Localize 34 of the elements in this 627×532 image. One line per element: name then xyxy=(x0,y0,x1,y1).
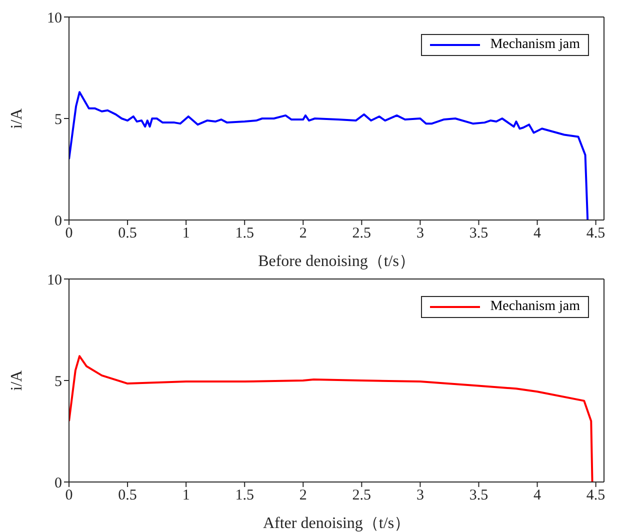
x-tick-label: 2.5 xyxy=(352,488,372,504)
y-tick-label: 0 xyxy=(54,475,62,492)
x-tick-label: 0 xyxy=(65,226,73,242)
x-tick-label: 3 xyxy=(416,488,424,504)
line-series xyxy=(69,91,589,220)
x-tick-label: 0 xyxy=(65,488,73,504)
x-axis-title: Before denoising（t/s） xyxy=(258,253,415,270)
y-tick-label: 5 xyxy=(54,112,62,128)
x-tick-label: 1 xyxy=(182,226,190,242)
x-tick-label: 2 xyxy=(299,488,307,504)
x-tick-label: 4.5 xyxy=(586,488,606,504)
x-tick-label: 1.5 xyxy=(235,488,254,504)
legend-label: Mechanism jam xyxy=(490,299,580,315)
x-tick-label: 4 xyxy=(534,488,542,504)
y-tick-label: 10 xyxy=(47,10,62,26)
x-tick-label: 1 xyxy=(182,488,190,504)
legend-label: Mechanism jam xyxy=(490,37,580,53)
x-axis-title: After denoising（t/s） xyxy=(262,515,410,532)
line-series xyxy=(69,355,594,482)
x-tick-label: 2.5 xyxy=(352,226,372,242)
x-tick-label: 3.5 xyxy=(469,226,488,242)
x-tick-label: 0.5 xyxy=(118,488,137,504)
x-tick-label: 0.5 xyxy=(118,226,137,242)
x-tick-label: 3.5 xyxy=(469,488,488,504)
y-axis-title: i/A xyxy=(8,108,26,129)
x-tick-label: 1.5 xyxy=(235,226,254,242)
x-tick-label: 4 xyxy=(534,226,542,242)
x-tick-label: 4.5 xyxy=(586,226,606,242)
x-tick-label: 3 xyxy=(416,226,424,242)
y-axis-title: i/A xyxy=(8,370,26,391)
x-tick-label: 2 xyxy=(299,226,307,242)
y-tick-label: 5 xyxy=(54,374,62,390)
y-tick-label: 0 xyxy=(54,213,62,230)
y-tick-label: 10 xyxy=(47,272,62,288)
